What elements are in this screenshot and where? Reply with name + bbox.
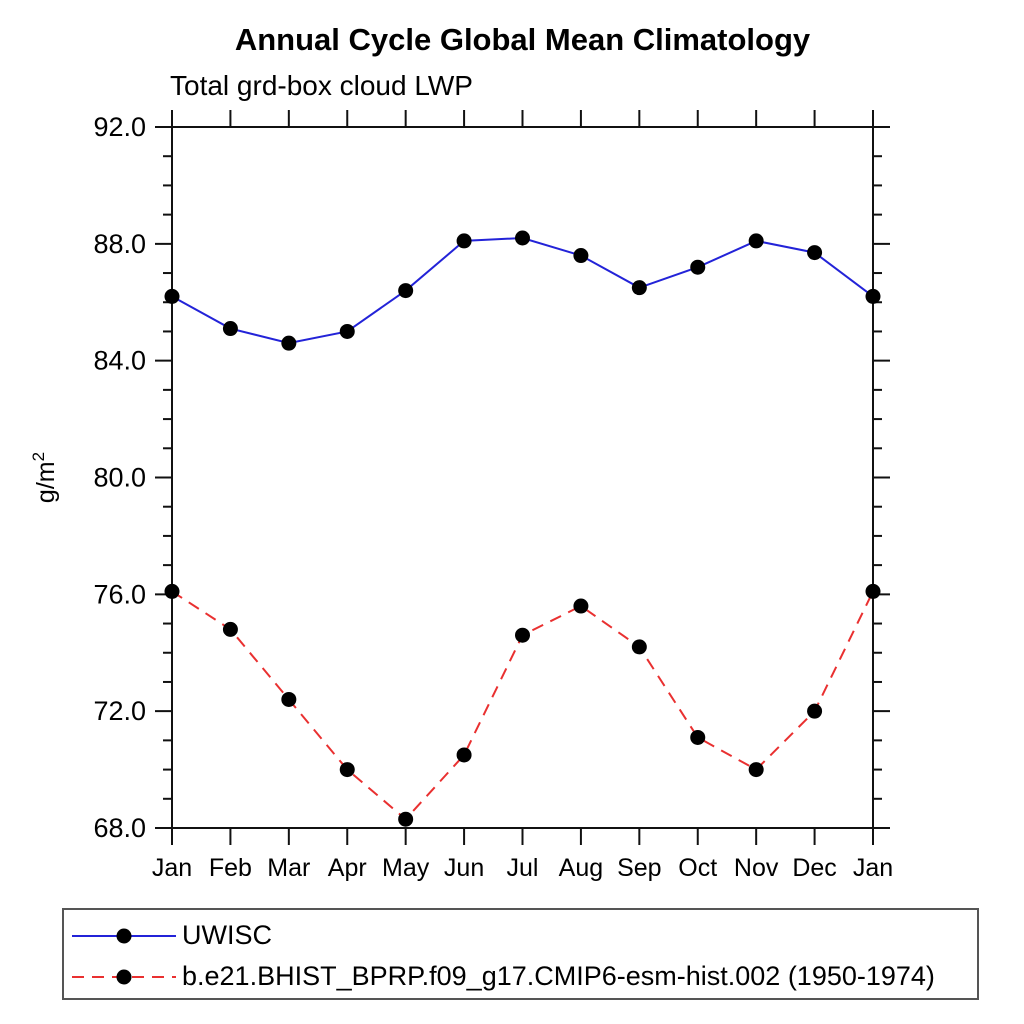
y-tick-label: 68.0 [93,813,146,843]
data-point-marker [515,230,530,246]
data-point-marker [690,259,706,275]
series-model-run [164,583,881,827]
y-tick-label: 72.0 [93,696,146,726]
x-tick-label: Feb [209,854,252,882]
data-point-marker [339,762,355,778]
data-point-marker [281,335,297,351]
data-point-marker [865,583,881,599]
legend-line-sample-model-run [72,969,176,984]
x-tick-label: Apr [328,854,367,882]
data-point-marker [164,288,180,304]
legend-item-model-run: b.e21.BHIST_BPRP.f09_g17.CMIP6-esm-hist.… [70,956,977,997]
data-point-marker [164,583,180,599]
data-point-marker [807,703,823,719]
data-point-marker [573,598,589,614]
y-tick-label: 84.0 [93,346,146,376]
x-tick-label: Jan [853,854,893,882]
legend-item-uwisc: UWISC [70,915,977,956]
y-tick-label: 92.0 [93,112,146,142]
data-point-marker [631,280,647,296]
data-point-marker [690,729,706,745]
x-tick-label: Jun [444,854,484,882]
x-tick-label: Mar [267,854,310,882]
legend-label-uwisc: UWISC [182,920,272,950]
x-tick-label: Aug [559,854,603,882]
x-tick-label: Sep [617,854,661,882]
y-tick-label: 76.0 [93,579,146,609]
x-axis: Jan Feb Mar Apr May Jun Jul Aug Sep Oct Nov Dec Jan [152,110,893,882]
data-point-marker [339,323,355,339]
plot-area: Jan Feb Mar Apr May Jun Jul Aug Sep Oct Nov Dec Jan6… [29,110,893,882]
data-point-marker [573,248,589,264]
data-point-marker [631,639,647,655]
data-point-marker [398,811,414,827]
data-point-marker [515,627,530,643]
data-point-marker [281,691,297,707]
x-tick-label: Jul [507,854,539,882]
data-point-marker [807,245,823,261]
x-tick-label: Dec [792,854,836,882]
legend-label-model-run: b.e21.BHIST_BPRP.f09_g17.CMIP6-esm-hist.… [182,961,935,991]
series-uwisc [164,230,881,351]
legend-line-sample-uwisc [72,928,176,943]
data-point-marker [222,621,238,637]
data-point-marker [748,233,764,249]
y-axis-title: g/m2 [29,452,60,503]
series-line [171,236,874,345]
data-point-marker [865,288,881,304]
chart-title: Annual Cycle Global Mean Climatology [234,22,811,57]
data-point-marker [456,233,472,249]
y-tick-label: 80.0 [93,463,146,493]
x-tick-label: Jan [152,854,192,882]
data-point-marker [456,747,472,763]
x-tick-label: Oct [678,854,717,882]
y-tick-label: 88.0 [93,229,146,259]
series-line [171,590,874,821]
x-tick-label: May [382,854,430,882]
legend-box: UWISC b.e21.BHIST_BPRP.f09_g17.CMIP6-esm… [62,908,979,1000]
x-tick-label: Nov [734,854,779,882]
y-axis: 68.0 72.0 76.0 80.0 84.0 88.0 92.0 [93,112,890,843]
data-point-marker [222,321,238,337]
data-point-marker [748,762,764,778]
data-point-marker [398,283,414,299]
chart-subtitle: Total grd-box cloud LWP [170,70,473,101]
